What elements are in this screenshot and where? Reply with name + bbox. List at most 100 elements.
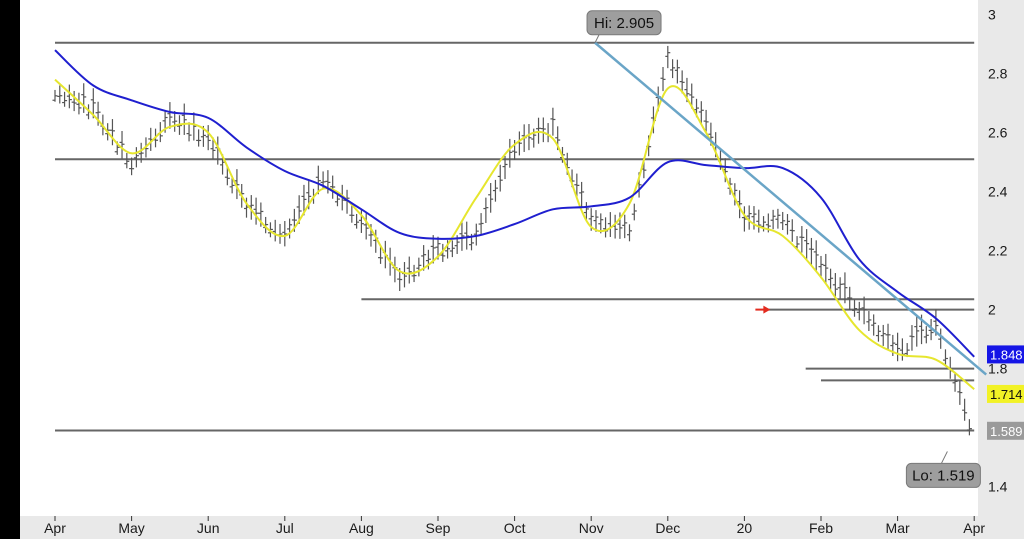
price-bar-127 — [660, 67, 666, 92]
callout-label-1: Lo: 1.519 — [912, 467, 975, 484]
price-bar-167 — [852, 299, 858, 317]
x-tick-label-12: Apr — [963, 520, 985, 536]
price-bar-145 — [746, 205, 752, 230]
price-bar-180 — [914, 314, 920, 347]
price-bar-101 — [536, 117, 542, 144]
price-bar-9 — [95, 101, 101, 126]
value-tag-2: 1.589 — [987, 421, 1024, 440]
price-bar-74 — [406, 256, 412, 284]
price-bar-171 — [871, 314, 877, 336]
price-bar-172 — [875, 325, 881, 342]
price-bar-170 — [866, 311, 872, 331]
x-tick-label-0: Apr — [44, 520, 66, 536]
y-tick-label-6: 1.8 — [988, 361, 1008, 377]
price-bar-76 — [416, 257, 422, 277]
price-bar-94 — [502, 155, 508, 180]
price-bar-163 — [832, 273, 838, 297]
x-axis: Apr May Jun Jul Aug Sep Oct Nov Dec 20 Feb Mar Apr — [44, 516, 985, 536]
price-bar-189 — [957, 380, 963, 405]
x-tick-label-10: Feb — [809, 520, 833, 536]
x-tick-label-11: Mar — [886, 520, 910, 536]
price-bar-92 — [492, 179, 498, 202]
x-tick-label-2: Jun — [197, 520, 220, 536]
x-tick-label-5: Sep — [426, 520, 451, 536]
callout-box-0 — [586, 10, 662, 36]
plot-area — [20, 0, 978, 516]
price-bar-30 — [196, 129, 202, 147]
price-bar-42 — [253, 197, 259, 225]
price-bar-150 — [770, 209, 776, 230]
price-bar-179 — [909, 325, 915, 351]
price-bar-130 — [674, 59, 680, 84]
price-bar-188 — [952, 371, 958, 392]
annotations: Hi: 2.905 Lo: 1.519 — [586, 10, 981, 488]
price-bar-133 — [689, 83, 695, 109]
price-bar-152 — [780, 211, 786, 231]
price-bar-18 — [138, 142, 144, 163]
price-bar-83 — [449, 240, 455, 258]
price-bar-33 — [210, 137, 216, 160]
price-bar-32 — [205, 125, 211, 151]
callout-leader-1 — [940, 451, 948, 464]
bottom-axis-panel — [20, 516, 1024, 539]
price-bar-178 — [904, 343, 910, 358]
price-bar-4 — [71, 90, 77, 112]
price-bar-128 — [665, 45, 671, 69]
price-bar-2 — [62, 91, 68, 107]
price-bar-174 — [885, 323, 891, 350]
price-bar-190 — [962, 398, 968, 421]
value-tag-box-0 — [987, 345, 1024, 364]
price-bar-27 — [181, 103, 187, 135]
price-bar-5 — [76, 92, 82, 115]
resistance-trendline — [594, 41, 988, 376]
price-bar-57 — [325, 170, 331, 194]
value-tag-box-2 — [987, 421, 1024, 440]
price-bar-12 — [109, 119, 115, 146]
price-bar-120 — [627, 224, 632, 242]
price-bar-113 — [593, 210, 599, 232]
x-tick-label-7: Nov — [579, 520, 604, 536]
price-bar-191 — [966, 419, 972, 436]
callout-0: Hi: 2.905 — [586, 10, 662, 43]
value-tags: 1.848 1.714 1.589 — [987, 345, 1024, 440]
price-bar-121 — [631, 203, 637, 221]
price-bar-90 — [483, 197, 489, 223]
callout-box-1 — [905, 462, 981, 488]
price-bar-55 — [315, 165, 321, 195]
price-bar-153 — [784, 214, 790, 235]
price-bar-88 — [473, 223, 479, 246]
price-bar-89 — [478, 213, 484, 236]
price-bar-0 — [52, 89, 58, 102]
price-bar-3 — [66, 84, 72, 109]
price-bar-65 — [363, 213, 369, 240]
price-bar-131 — [679, 70, 685, 94]
price-bar-158 — [808, 237, 814, 265]
value-tag-0: 1.848 — [987, 345, 1024, 364]
value-tag-label-0: 1.848 — [990, 347, 1023, 362]
price-bar-8 — [90, 88, 96, 119]
callout-leader-0 — [594, 34, 600, 43]
price-bar-183 — [928, 318, 934, 341]
value-tag-1: 1.714 — [987, 384, 1024, 403]
x-tick-label-3: Jul — [276, 520, 294, 536]
price-bar-24 — [167, 102, 173, 129]
plot-content — [52, 41, 988, 436]
price-bar-119 — [622, 214, 628, 239]
price-bar-68 — [378, 246, 384, 264]
price-bar-45 — [267, 222, 273, 238]
price-bar-135 — [698, 101, 704, 124]
value-tag-label-2: 1.589 — [990, 424, 1023, 439]
price-bar-16 — [129, 157, 135, 176]
marker-arrow — [755, 305, 771, 314]
price-bar-79 — [430, 235, 436, 264]
price-bar-86 — [464, 221, 470, 250]
x-tick-label-6: Oct — [504, 520, 526, 536]
price-bar-173 — [880, 324, 886, 346]
price-bar-104 — [550, 107, 556, 136]
price-bar-159 — [813, 240, 819, 271]
price-bar-151 — [775, 208, 781, 229]
price-bar-85 — [459, 222, 465, 251]
price-bar-114 — [598, 213, 604, 234]
price-bars — [52, 45, 972, 436]
